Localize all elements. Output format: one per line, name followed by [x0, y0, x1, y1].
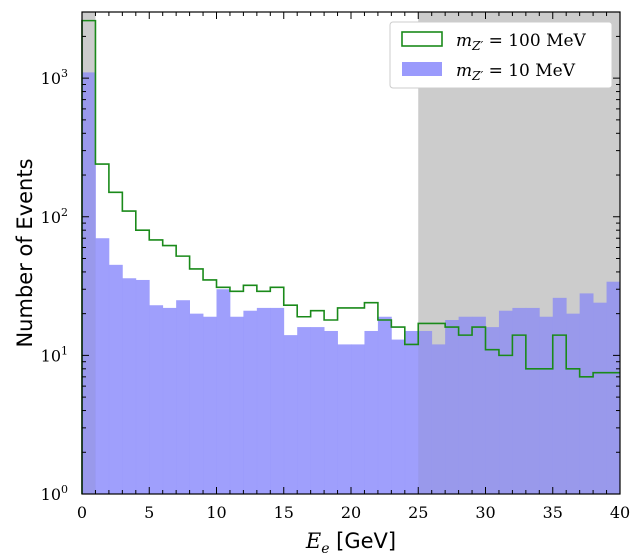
filled-bar: [606, 281, 621, 494]
filled-bar: [95, 238, 110, 494]
x-tick-label: 15: [274, 503, 294, 522]
legend-swatch-step: [401, 31, 443, 47]
x-tick-label: 35: [543, 503, 563, 522]
legend-box: [389, 21, 613, 89]
filled-bar: [458, 316, 473, 494]
filled-bar: [82, 72, 96, 494]
filled-bar: [256, 307, 271, 494]
filled-bar: [203, 316, 217, 494]
y-tick-label: 102: [41, 206, 68, 227]
shaded-overlay-0: [82, 12, 96, 494]
filled-bar: [270, 307, 285, 494]
x-tick-label: 10: [206, 503, 226, 522]
filled-bar: [391, 339, 406, 494]
filled-bar: [122, 278, 137, 494]
x-tick-label: 40: [610, 503, 630, 522]
shaded-overlay-1: [418, 12, 620, 494]
filled-bar: [162, 307, 177, 494]
filled-bar: [566, 313, 581, 494]
filled-bar: [229, 316, 244, 494]
y-tick-label: 101: [41, 344, 68, 365]
filled-bar: [297, 327, 312, 494]
filled-bar: [579, 293, 594, 494]
filled-bar: [485, 327, 500, 494]
step-line: [81, 19, 620, 494]
x-axis-title: Ee [GeV]: [305, 529, 396, 557]
filled-histogram: [82, 12, 621, 494]
filled-bar: [108, 264, 123, 494]
x-axis-unit: [GeV]: [330, 529, 397, 553]
filled-bar: [364, 330, 379, 494]
step-histogram: [81, 19, 620, 494]
filled-bar: [472, 316, 486, 494]
x-tick-label: 30: [475, 503, 495, 522]
filled-bar: [539, 316, 554, 494]
filled-bar: [149, 305, 164, 494]
y-axis-title: Number of Events: [13, 158, 37, 347]
filled-bar: [283, 335, 298, 494]
filled-bar: [498, 310, 513, 494]
filled-bar: [431, 344, 446, 494]
filled-bar: [512, 307, 527, 494]
axis-ticks: [81, 11, 621, 495]
filled-bar: [135, 279, 150, 494]
y-tick-labels: 100 101 102 103: [41, 67, 68, 504]
filled-bar: [310, 327, 325, 494]
legend-label-100mev: mZ′ = 100 MeV: [456, 31, 587, 53]
filled-bar: [243, 310, 258, 494]
legend-label-10mev: mZ′ = 10 MeV: [456, 61, 576, 83]
filled-bar: [324, 330, 338, 494]
x-axis-var: E: [305, 529, 321, 553]
filled-bar: [216, 289, 231, 494]
x-axis-sub: e: [321, 541, 329, 557]
filled-bar: [377, 316, 392, 494]
filled-bar: [552, 297, 567, 494]
x-tick-label: 5: [144, 503, 154, 522]
filled-bar: [189, 313, 204, 494]
x-tick-labels: 0 5 10 15 20 25 30 35 40: [77, 503, 630, 522]
x-tick-label: 25: [408, 503, 428, 522]
y-tick-label: 103: [41, 67, 68, 88]
filled-bar: [445, 319, 459, 494]
filled-bar: [404, 330, 419, 494]
filled-bar: [351, 344, 365, 494]
filled-bar: [337, 344, 352, 494]
x-tick-label: 20: [341, 503, 361, 522]
filled-bar: [593, 302, 607, 494]
filled-bar: [418, 330, 433, 494]
filled-bar: [176, 300, 190, 494]
filled-bar: [525, 307, 540, 494]
x-tick-label: 0: [77, 503, 87, 522]
legend-swatch-filled: [402, 62, 442, 76]
legend: mZ′ = 100 MeV mZ′ = 10 MeV: [389, 21, 613, 89]
y-tick-label: 100: [41, 483, 68, 504]
